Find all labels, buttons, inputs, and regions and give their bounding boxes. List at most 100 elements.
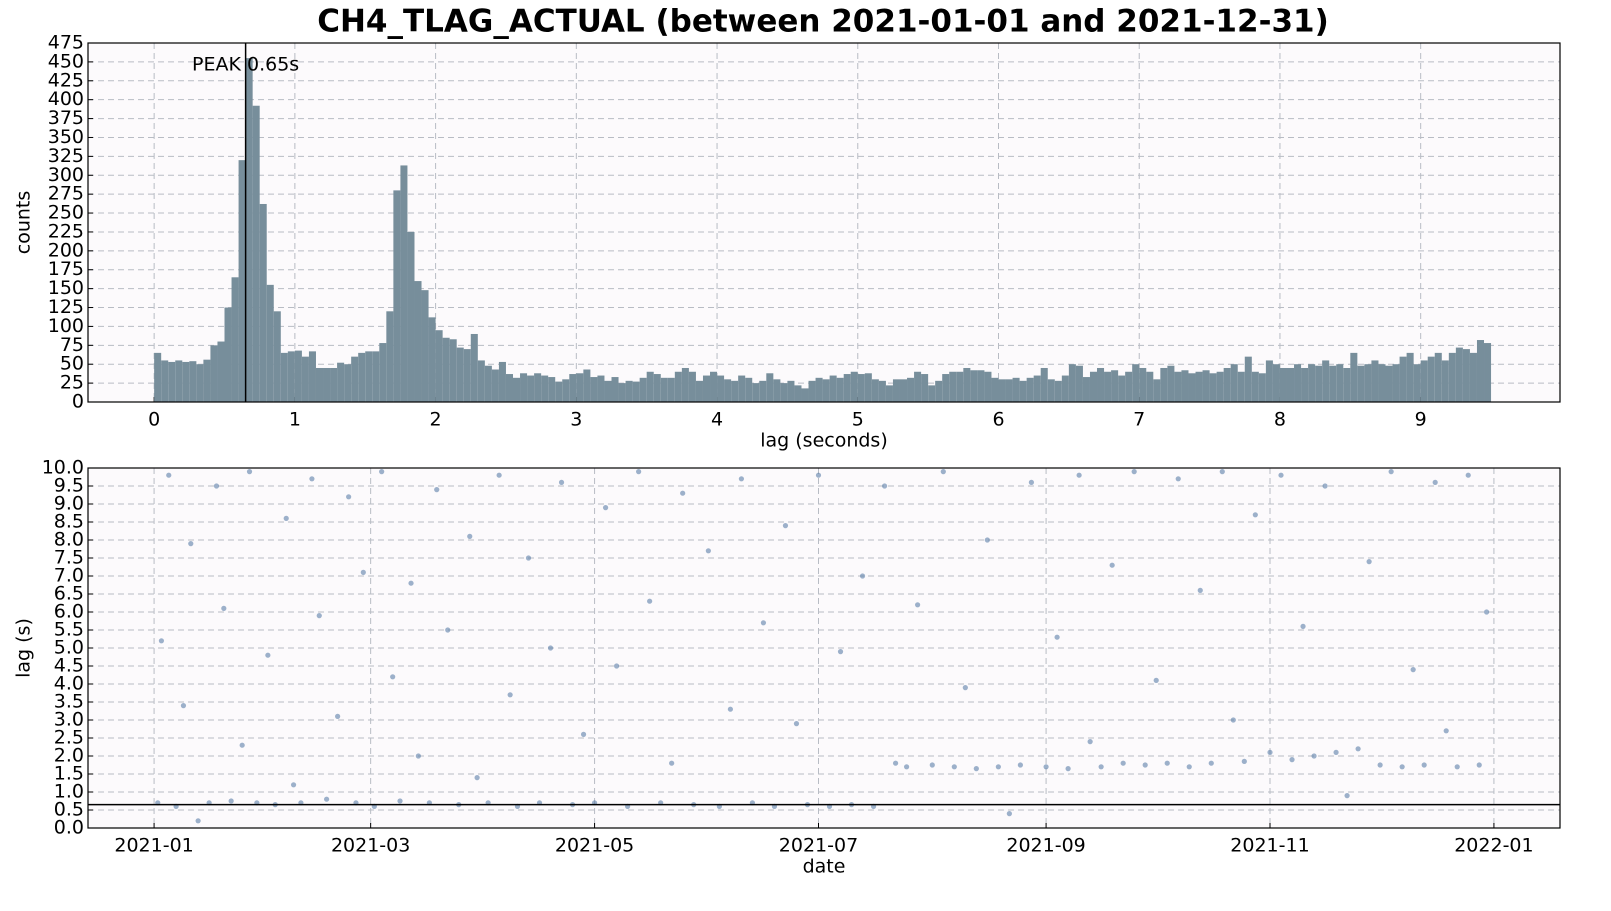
scatter-point bbox=[1421, 762, 1427, 768]
histogram-bar bbox=[660, 377, 668, 402]
histogram-bar bbox=[1181, 370, 1189, 402]
scatter-point bbox=[1355, 746, 1361, 752]
y-tick-label: 6.5 bbox=[54, 583, 84, 605]
chart-title: CH4_TLAG_ACTUAL (between 2021-01-01 and … bbox=[317, 4, 1329, 40]
histogram-bar bbox=[710, 371, 718, 402]
histogram-bar bbox=[168, 361, 176, 402]
histogram-bar bbox=[935, 380, 943, 402]
x-tick-label: 4 bbox=[711, 409, 723, 431]
histogram-bar bbox=[815, 377, 823, 402]
scatter-point bbox=[1164, 760, 1170, 766]
histogram-bar bbox=[569, 374, 577, 402]
histogram-bar bbox=[1265, 360, 1273, 402]
y-tick-label: 175 bbox=[48, 258, 84, 280]
histogram-bar bbox=[1392, 364, 1400, 402]
histogram-bar bbox=[393, 190, 401, 402]
histogram-bar bbox=[1019, 380, 1027, 402]
scatter-point bbox=[188, 541, 194, 547]
scatter-point bbox=[1388, 469, 1394, 475]
scatter-point bbox=[995, 764, 1001, 770]
scatter-point bbox=[1267, 749, 1273, 756]
histogram-bar bbox=[724, 379, 732, 402]
histogram-bar bbox=[505, 374, 513, 402]
histogram-bar bbox=[400, 165, 408, 402]
scatter-point bbox=[1432, 479, 1438, 485]
histogram-bar bbox=[491, 369, 499, 402]
histogram-bar bbox=[780, 383, 788, 402]
histogram-bar bbox=[808, 380, 816, 402]
histogram-bar bbox=[1244, 356, 1252, 402]
x-tick-label: 0 bbox=[148, 409, 160, 431]
scatter-point bbox=[434, 487, 440, 493]
scatter-point bbox=[647, 598, 653, 604]
histogram-bar bbox=[203, 359, 211, 402]
histogram-bar bbox=[1082, 377, 1090, 402]
scatter-point bbox=[390, 674, 396, 680]
y-tick-label: 6.0 bbox=[54, 601, 84, 623]
histogram-bar bbox=[1329, 365, 1337, 402]
scatter-point bbox=[316, 613, 322, 619]
scatter-point bbox=[397, 798, 403, 804]
scatter-point bbox=[1311, 753, 1317, 759]
histogram-bar bbox=[330, 367, 338, 402]
histogram-bar bbox=[470, 333, 478, 402]
histogram-bar bbox=[301, 356, 309, 402]
scatter-point bbox=[1483, 609, 1490, 615]
histogram-bar bbox=[456, 347, 464, 402]
plot-area bbox=[88, 43, 1560, 402]
histogram-bar bbox=[1455, 347, 1463, 402]
scatter-point bbox=[246, 469, 253, 475]
histogram-bar bbox=[541, 375, 549, 402]
scatter-point bbox=[228, 798, 234, 804]
scatter-point bbox=[335, 713, 341, 720]
y-tick-label: 100 bbox=[48, 315, 84, 337]
scatter-point bbox=[221, 605, 227, 612]
histogram-bar bbox=[984, 371, 992, 402]
histogram-bar bbox=[273, 311, 281, 402]
scatter-point bbox=[815, 472, 822, 478]
scatter-point bbox=[1043, 764, 1049, 770]
scatter-point bbox=[680, 490, 686, 496]
histogram-bar bbox=[386, 311, 394, 402]
scatter-point bbox=[547, 645, 554, 651]
scatter-point bbox=[1344, 793, 1350, 799]
histogram-bar bbox=[885, 385, 893, 402]
histogram-bar bbox=[688, 371, 696, 402]
scatter-point bbox=[881, 483, 888, 489]
scatter-point bbox=[984, 537, 990, 543]
scatter-point bbox=[915, 602, 921, 608]
x-tick-label: 2021-11 bbox=[1230, 835, 1309, 857]
histogram-bar bbox=[238, 160, 246, 402]
x-tick-label: 2022-01 bbox=[1454, 835, 1533, 857]
histogram-bar bbox=[435, 330, 443, 402]
histogram-bar bbox=[632, 381, 640, 402]
scatter-point bbox=[962, 685, 968, 691]
y-tick-label: 25 bbox=[60, 372, 84, 394]
x-tick-label: 7 bbox=[1133, 409, 1145, 431]
y-tick-label: 425 bbox=[48, 69, 84, 91]
histogram-bar bbox=[646, 371, 654, 402]
y-tick-label: 2.0 bbox=[54, 745, 84, 767]
histogram-bar bbox=[590, 377, 598, 402]
histogram-bar bbox=[315, 367, 324, 402]
histogram-bar bbox=[956, 371, 964, 402]
histogram-bar bbox=[822, 379, 830, 402]
histogram-bar bbox=[921, 374, 929, 402]
histogram-bar bbox=[843, 374, 851, 402]
histogram-bar bbox=[1216, 371, 1224, 402]
histogram-bar bbox=[1484, 343, 1492, 402]
histogram-bar bbox=[745, 377, 753, 402]
y-tick-label: 9.0 bbox=[54, 493, 84, 515]
histogram-bar bbox=[1153, 379, 1161, 402]
histogram-bar bbox=[1427, 356, 1435, 402]
scatter-point bbox=[1120, 760, 1126, 766]
histogram-bar bbox=[484, 365, 492, 402]
scatter-point bbox=[951, 764, 957, 770]
histogram-bar bbox=[1160, 367, 1168, 402]
scatter-point bbox=[1017, 762, 1023, 768]
scatter-point bbox=[290, 782, 297, 788]
histogram-bar bbox=[970, 370, 978, 402]
scatter-point bbox=[379, 469, 385, 475]
y-tick-label: 50 bbox=[60, 353, 84, 375]
histogram-bar bbox=[189, 361, 197, 402]
